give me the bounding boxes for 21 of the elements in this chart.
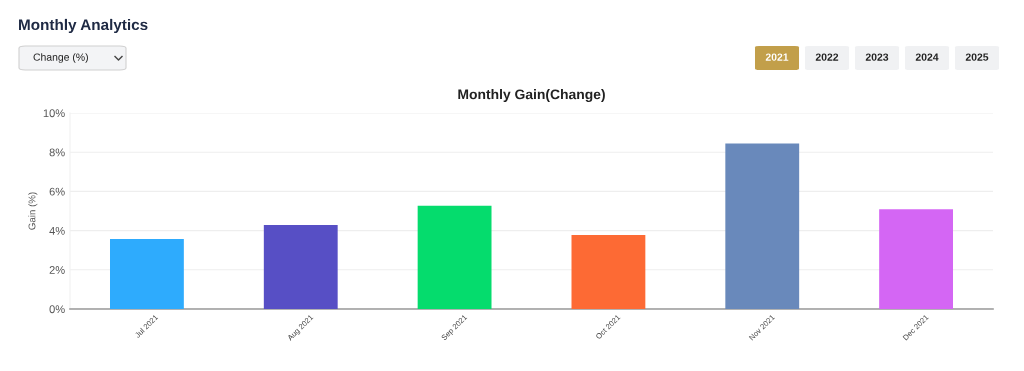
bar [571, 234, 646, 309]
chart-title: Monthly Gain(Change) [458, 89, 605, 103]
y-tick-label: 4% [49, 226, 65, 235]
y-tick-label: 6% [49, 187, 65, 196]
y-tick-label: 8% [49, 148, 65, 157]
y-axis-title: Gain (%) [28, 192, 38, 230]
text: Change (%) [33, 53, 88, 63]
text: 2022 [815, 53, 839, 61]
bar [110, 239, 184, 309]
y-tick-label: 2% [49, 266, 65, 274]
text: 2024 [915, 53, 939, 61]
text: 2021 [765, 53, 789, 61]
bar [263, 224, 338, 309]
text: Monthly Analytics [19, 18, 148, 34]
y-tick-label: 0% [49, 305, 65, 314]
bar [725, 143, 800, 309]
text: 2023 [865, 53, 889, 61]
y-tick-label: 10% [43, 109, 65, 118]
bar [879, 209, 953, 309]
bar [417, 205, 492, 309]
text: 2025 [965, 53, 989, 61]
